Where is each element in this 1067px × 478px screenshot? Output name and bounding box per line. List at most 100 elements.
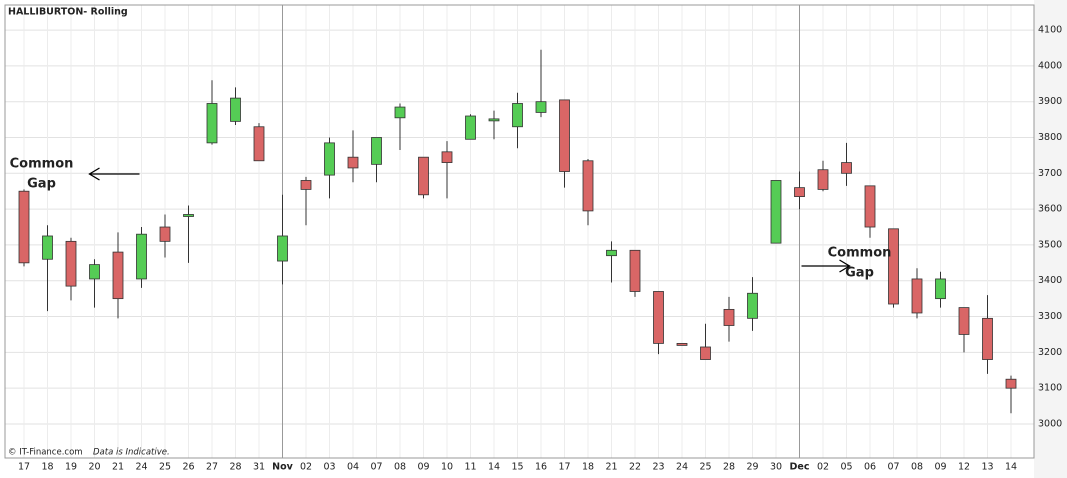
candle-body (42, 235, 53, 260)
candle-body (89, 264, 100, 280)
candle-body (112, 251, 124, 300)
y-tick-label: 3700 (1038, 168, 1062, 179)
candle-body (206, 103, 218, 144)
x-tick-label: 10 (441, 462, 453, 473)
candle-body (700, 346, 711, 360)
candles (18, 49, 1017, 414)
x-tick-label: 28 (229, 462, 241, 473)
candle-body (253, 126, 265, 162)
x-tick-label: 05 (840, 462, 852, 473)
x-tick-label: 15 (511, 462, 523, 473)
candle-body (371, 137, 382, 165)
x-tick-label: 13 (981, 462, 993, 473)
candle-body (441, 151, 453, 163)
copyright: © IT-Finance.com (8, 448, 83, 458)
candle-body (723, 308, 735, 326)
candle-body (676, 343, 688, 346)
candle-body (817, 169, 829, 190)
x-tick-label: 23 (652, 462, 664, 473)
candle-body (18, 190, 30, 264)
disclaimer: Data is Indicative. (93, 448, 170, 458)
candle-body (230, 97, 241, 122)
x-tick-label: 16 (535, 462, 547, 473)
annotation-text: Common (828, 246, 892, 261)
candle-body (418, 156, 429, 196)
candle-body (1005, 378, 1017, 389)
x-tick-label: 25 (159, 462, 171, 473)
x-tick-label: 30 (770, 462, 782, 473)
candle-body (794, 187, 805, 197)
candle-body (136, 233, 147, 280)
x-tick-label: 18 (582, 462, 594, 473)
y-tick-label: 3900 (1038, 96, 1062, 107)
x-tick-label: 12 (958, 462, 970, 473)
candle-body (747, 292, 758, 319)
chart-title: HALLIBURTON- Rolling (8, 7, 128, 18)
candle-body (888, 228, 899, 305)
x-tick-label: 02 (817, 462, 829, 473)
candle-body (582, 160, 594, 212)
x-tick-label: Dec (790, 462, 810, 473)
arrow-head (88, 167, 100, 181)
x-tick-label: 25 (699, 462, 711, 473)
candle-body (653, 291, 664, 344)
x-tick-label: 07 (370, 462, 382, 473)
y-tick-label: 3800 (1038, 132, 1062, 143)
x-tick-label: 26 (182, 462, 194, 473)
candle-body (770, 180, 782, 244)
y-tick-label: 3200 (1038, 347, 1062, 358)
x-tick-label: 21 (605, 462, 617, 473)
y-tick-label: 3400 (1038, 275, 1062, 286)
axis-panel (1034, 0, 1067, 478)
candle-body (841, 162, 852, 174)
y-tick-label: 3300 (1038, 311, 1062, 322)
annotation-text: Common (10, 157, 74, 172)
candle-body (559, 99, 570, 172)
candle-body (606, 249, 617, 257)
candle-body (982, 317, 993, 360)
x-tick-label: Nov (272, 462, 293, 473)
plot-frame (4, 4, 1035, 459)
annotation-text: Gap (27, 177, 56, 192)
candle-body (911, 278, 923, 314)
x-tick-label: 14 (1005, 462, 1017, 473)
x-tick-label: 27 (206, 462, 218, 473)
arrow-head (839, 259, 851, 273)
y-tick-label: 3500 (1038, 239, 1062, 250)
x-tick-label: 21 (112, 462, 124, 473)
candle-body (324, 142, 335, 176)
candle-body (183, 214, 194, 217)
x-tick-label: 14 (488, 462, 500, 473)
x-tick-label: 24 (676, 462, 688, 473)
candle-body (347, 156, 359, 169)
annotation-text: Gap (845, 266, 874, 281)
y-tick-label: 4100 (1038, 25, 1062, 36)
x-tick-label: 31 (253, 462, 265, 473)
candle-body (65, 240, 77, 287)
x-tick-label: 20 (88, 462, 100, 473)
x-tick-label: 19 (65, 462, 77, 473)
y-tick-label: 4000 (1038, 60, 1062, 71)
x-tick-label: 17 (558, 462, 570, 473)
candle-body (935, 278, 946, 300)
candle-body (512, 103, 523, 128)
x-tick-label: 28 (723, 462, 735, 473)
candle-body (629, 249, 641, 292)
x-tick-label: 07 (887, 462, 899, 473)
grid (5, 5, 1034, 458)
x-tick-label: 24 (135, 462, 147, 473)
x-tick-label: 18 (41, 462, 53, 473)
candle-body (277, 235, 288, 262)
x-tick-label: 06 (864, 462, 876, 473)
x-tick-label: 08 (394, 462, 406, 473)
x-tick-label: 09 (934, 462, 946, 473)
x-tick-label: 22 (629, 462, 641, 473)
candle-body (465, 115, 476, 140)
candle-body (300, 180, 312, 190)
y-tick-label: 3600 (1038, 204, 1062, 215)
x-tick-label: 29 (746, 462, 758, 473)
candle-body (394, 106, 406, 119)
candle-body (958, 307, 970, 335)
x-tick-label: 08 (911, 462, 923, 473)
